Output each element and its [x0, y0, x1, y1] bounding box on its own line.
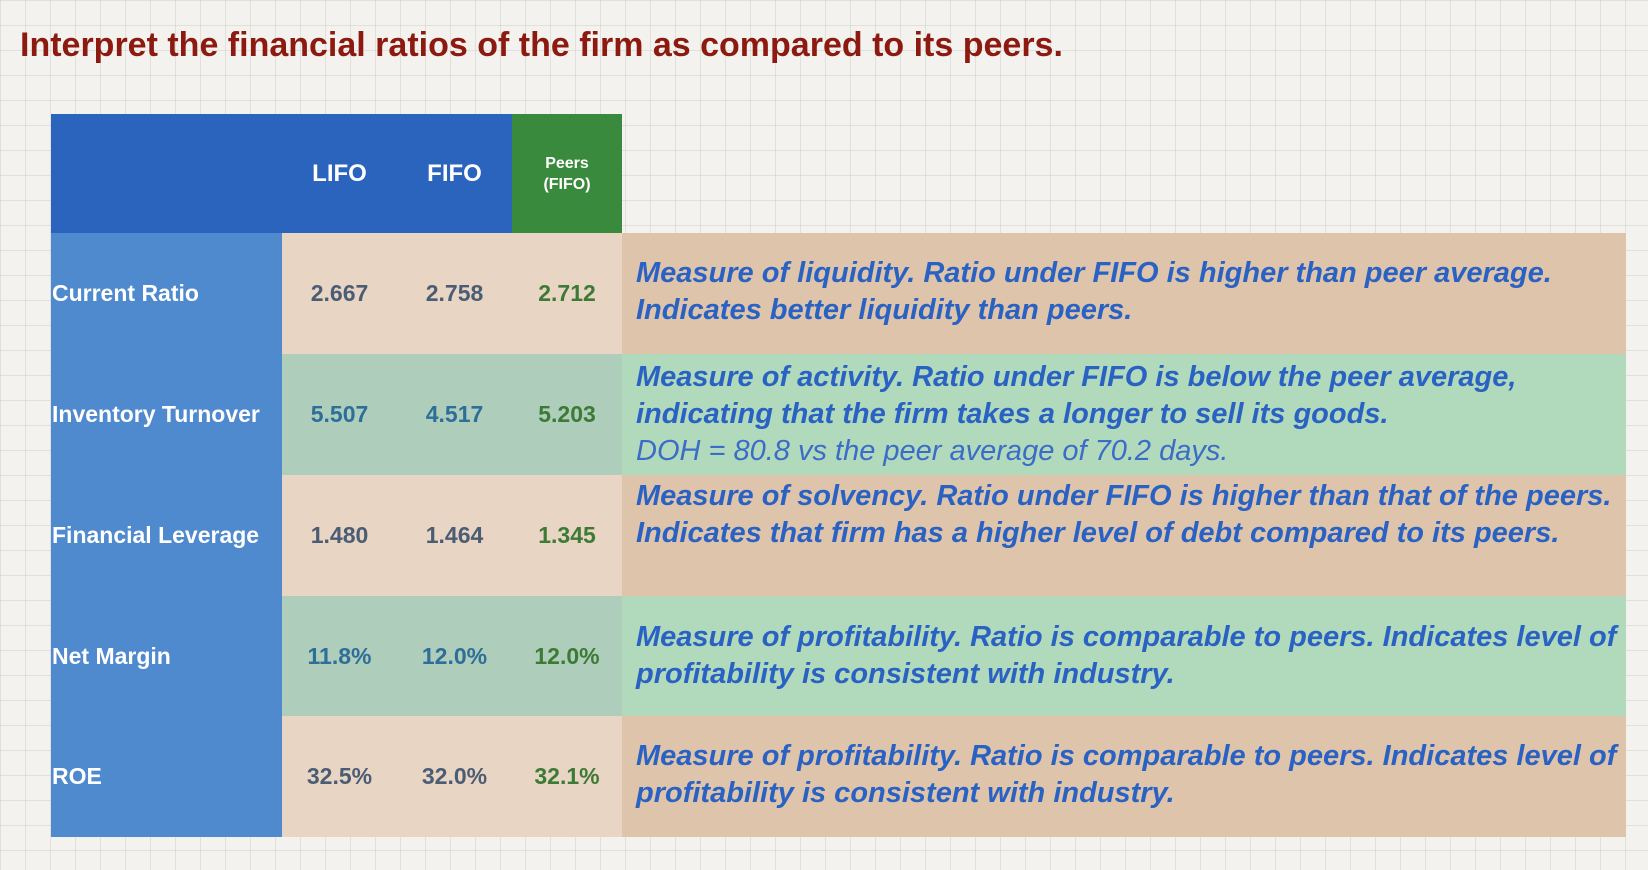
note-text: Measure of profitability. Ratio is compa…	[636, 740, 1617, 809]
note-band-current-ratio	[622, 233, 1626, 354]
value-lifo-inventory-turnover: 5.507	[310, 401, 369, 427]
note-band-roe	[622, 716, 1626, 837]
note-band-inventory-turnover	[622, 354, 1626, 475]
note-inventory-turnover: Measure of activity. Ratio under FIFO is…	[636, 359, 1636, 470]
value-band-net-margin	[282, 596, 622, 716]
header-peers: Peers (FIFO)	[543, 154, 591, 193]
value-peers-current-ratio: 2.712	[538, 280, 596, 306]
header-fifo: FIFO	[427, 159, 482, 187]
value-lifo-roe: 32.5%	[306, 763, 373, 789]
value-band-roe	[282, 716, 622, 837]
note-text: Measure of activity. Ratio under FIFO is…	[636, 361, 1517, 430]
table-header-bar	[51, 114, 512, 233]
note-text: Measure of liquidity. Ratio under FIFO i…	[636, 257, 1552, 326]
row-label-net-margin: Net Margin	[52, 642, 171, 669]
note-band-financial-leverage	[622, 475, 1626, 596]
note-financial-leverage: Measure of solvency. Ratio under FIFO is…	[636, 478, 1636, 552]
value-fifo-roe: 32.0%	[421, 763, 488, 789]
value-fifo-financial-leverage: 1.464	[425, 522, 484, 548]
value-lifo-financial-leverage: 1.480	[310, 522, 369, 548]
note-band-net-margin	[622, 596, 1626, 716]
note-roe: Measure of profitability. Ratio is compa…	[636, 738, 1636, 812]
note-subtext: DOH = 80.8 vs the peer average of 70.2 d…	[636, 435, 1229, 467]
value-band-current-ratio	[282, 233, 622, 354]
row-label-column	[51, 233, 282, 837]
row-label-inventory-turnover: Inventory Turnover	[52, 401, 260, 427]
value-fifo-net-margin: 12.0%	[421, 642, 488, 669]
header-lifo: LIFO	[312, 159, 367, 187]
value-peers-net-margin: 12.0%	[534, 642, 600, 669]
row-label-roe: ROE	[52, 763, 102, 789]
note-net-margin: Measure of profitability. Ratio is compa…	[636, 619, 1636, 693]
row-label-financial-leverage: Financial Leverage	[52, 522, 260, 548]
value-fifo-inventory-turnover: 4.517	[425, 401, 484, 427]
value-band-financial-leverage	[282, 475, 622, 596]
note-current-ratio: Measure of liquidity. Ratio under FIFO i…	[636, 255, 1636, 329]
value-fifo-current-ratio: 2.758	[425, 280, 484, 306]
page-title: Interpret the financial ratios of the fi…	[20, 26, 1063, 64]
value-peers-inventory-turnover: 5.203	[538, 401, 596, 427]
value-band-inventory-turnover	[282, 354, 622, 475]
row-label-current-ratio: Current Ratio	[52, 280, 199, 306]
value-peers-financial-leverage: 1.345	[538, 522, 596, 548]
peers-header-bar	[512, 114, 622, 233]
note-text: Measure of solvency. Ratio under FIFO is…	[636, 480, 1612, 549]
value-lifo-current-ratio: 2.667	[310, 280, 369, 306]
note-text: Measure of profitability. Ratio is compa…	[636, 621, 1617, 690]
value-lifo-net-margin: 11.8%	[307, 642, 372, 669]
value-peers-roe: 32.1%	[534, 763, 600, 789]
